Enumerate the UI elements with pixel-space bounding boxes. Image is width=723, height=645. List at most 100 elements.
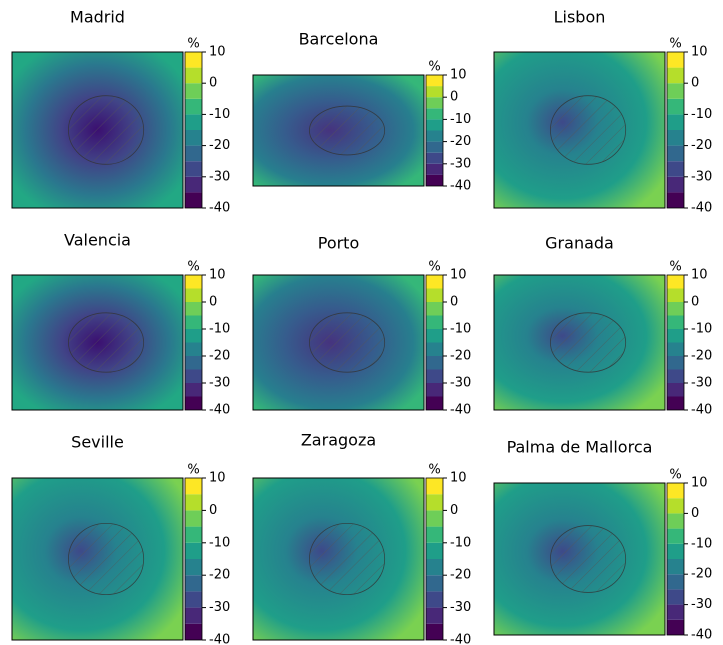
colorbar-bin bbox=[667, 356, 684, 370]
colorbar-label: % bbox=[669, 468, 681, 483]
colorbar-bin bbox=[185, 302, 202, 316]
colorbar-tick-label: -30 bbox=[691, 169, 712, 184]
colorbar-bin bbox=[185, 510, 202, 527]
colorbar-frame bbox=[666, 51, 685, 209]
colorbar-bin bbox=[426, 575, 443, 592]
colorbar-tick-label: -20 bbox=[450, 568, 471, 583]
city-area bbox=[309, 105, 386, 156]
colorbar-bin bbox=[185, 526, 202, 543]
colorbar-label: % bbox=[669, 37, 681, 52]
panels: Madrid% 10 0 -10 -20 -30 -40 Barcelona% 10 0 -10 -2… bbox=[11, 8, 712, 645]
panel: Lisbon% 10 0 -10 -20 -30 -40 bbox=[493, 8, 712, 216]
colorbar-frame bbox=[425, 274, 444, 411]
colorbar-bin bbox=[426, 329, 443, 343]
colorbar-bin bbox=[667, 559, 684, 575]
colorbar-bin bbox=[185, 288, 202, 302]
colorbar-bin bbox=[426, 559, 443, 576]
colorbar-frame bbox=[425, 477, 444, 641]
panel-title: Lisbon bbox=[554, 8, 606, 27]
colorbar-bin bbox=[426, 478, 443, 495]
colorbar-bin bbox=[426, 119, 443, 131]
colorbar-tick-label: -40 bbox=[209, 633, 230, 645]
colorbar-frame bbox=[666, 274, 685, 411]
city-area bbox=[550, 525, 627, 593]
colorbar-tick-label: 10 bbox=[209, 45, 226, 60]
colorbar-bin bbox=[185, 342, 202, 356]
colorbar-bin bbox=[667, 543, 684, 559]
colorbar-bin bbox=[667, 604, 684, 620]
colorbar-bin bbox=[667, 288, 684, 302]
panel-title: Porto bbox=[318, 234, 360, 253]
colorbar-bin bbox=[426, 130, 443, 142]
colorbar-tick-label: 0 bbox=[450, 90, 458, 105]
colorbar-tick-label: 0 bbox=[209, 76, 217, 91]
colorbar-tick-label: -30 bbox=[450, 600, 471, 615]
colorbar-tick-label: -10 bbox=[209, 322, 230, 337]
colorbar-tick-label: -30 bbox=[209, 600, 230, 615]
city-area bbox=[68, 312, 145, 373]
colorbar-tick-label: -10 bbox=[450, 535, 471, 550]
colorbar-frame bbox=[666, 482, 685, 636]
colorbar-bin bbox=[426, 152, 443, 164]
panel: Seville% 10 0 -10 -20 -30 -40 bbox=[11, 433, 230, 645]
map-frame bbox=[252, 74, 425, 187]
colorbar-bin bbox=[426, 75, 443, 87]
colorbar-bin bbox=[426, 494, 443, 511]
colorbar-tick-label: 10 bbox=[691, 45, 708, 60]
colorbar-bin bbox=[185, 114, 202, 130]
colorbar-bin bbox=[667, 176, 684, 193]
colorbar-bin bbox=[185, 383, 202, 397]
colorbar-tick-label: 0 bbox=[209, 295, 217, 310]
panel: Barcelona% 10 0 -10 -20 -30 -40 bbox=[252, 30, 471, 194]
colorbar-tick-label: -40 bbox=[209, 403, 230, 418]
colorbar-bin bbox=[185, 83, 202, 99]
colorbar-label: % bbox=[187, 37, 199, 52]
panel-title: Seville bbox=[71, 433, 124, 452]
colorbar-bin bbox=[185, 329, 202, 343]
colorbar-bin bbox=[185, 478, 202, 495]
city-area bbox=[68, 95, 145, 165]
colorbar-tick-label: 0 bbox=[450, 503, 458, 518]
colorbar-tick-label: 0 bbox=[209, 503, 217, 518]
city-area bbox=[550, 95, 627, 165]
colorbar-bin bbox=[185, 145, 202, 162]
map-frame bbox=[11, 274, 184, 411]
colorbar-tick-label: -20 bbox=[450, 349, 471, 364]
colorbar-label: % bbox=[428, 463, 440, 478]
colorbar-tick-label: 10 bbox=[209, 471, 226, 486]
colorbar-tick-label: -30 bbox=[209, 169, 230, 184]
map-frame bbox=[11, 477, 184, 641]
panel: Zaragoza% 10 0 -10 -20 -30 -40 bbox=[252, 431, 471, 645]
colorbar-bin bbox=[426, 315, 443, 329]
colorbar-bin bbox=[426, 591, 443, 608]
colorbar-bin bbox=[667, 589, 684, 605]
colorbar-bin bbox=[667, 302, 684, 316]
colorbar-bin bbox=[667, 513, 684, 529]
colorbar-bin bbox=[185, 130, 202, 146]
panel: Palma de Mallorca% 10 0 -10 -20 -30 -40 bbox=[493, 438, 712, 643]
colorbar-bin bbox=[667, 396, 684, 410]
colorbar-tick-label: -40 bbox=[691, 201, 712, 216]
colorbar-tick-label: 10 bbox=[450, 471, 467, 486]
colorbar-bin bbox=[667, 574, 684, 590]
colorbar-bin bbox=[667, 83, 684, 99]
colorbar-bin bbox=[667, 315, 684, 329]
colorbar-bin bbox=[426, 607, 443, 624]
panel-title: Barcelona bbox=[299, 30, 379, 49]
map-frame bbox=[493, 482, 666, 636]
colorbar-bin bbox=[185, 176, 202, 193]
colorbar-tick-label: -20 bbox=[209, 138, 230, 153]
map-frame bbox=[11, 51, 184, 209]
panel-title: Madrid bbox=[70, 8, 125, 27]
colorbar-tick-label: -10 bbox=[691, 322, 712, 337]
colorbar-bin bbox=[667, 483, 684, 499]
colorbar-label: % bbox=[669, 260, 681, 275]
colorbar-tick-label: -10 bbox=[450, 112, 471, 127]
colorbar-tick-label: -10 bbox=[691, 536, 712, 551]
colorbar-bin bbox=[667, 130, 684, 146]
colorbar-bin bbox=[185, 67, 202, 84]
colorbar-tick-label: -20 bbox=[209, 349, 230, 364]
colorbar-tick-label: 10 bbox=[450, 68, 467, 83]
colorbar-tick-label: -20 bbox=[691, 138, 712, 153]
